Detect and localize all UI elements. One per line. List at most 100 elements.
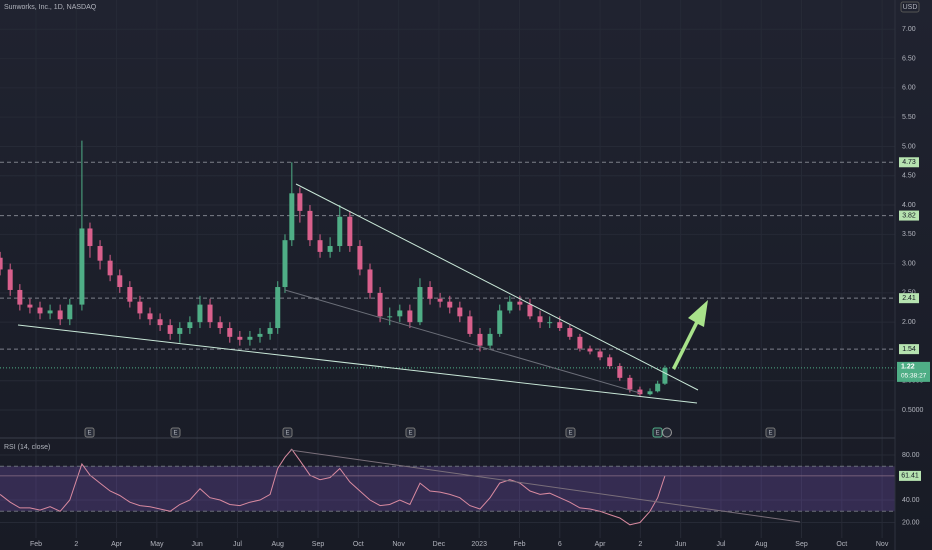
candle-body (647, 391, 653, 395)
earnings-icon[interactable] (565, 427, 576, 438)
candle-body (655, 383, 661, 392)
candle-body (517, 301, 523, 305)
earnings-icon[interactable] (405, 427, 416, 438)
x-tick-label: Nov (876, 541, 889, 548)
x-tick-label: Feb (513, 541, 525, 548)
candle-body (297, 193, 303, 211)
x-tick-label: Jun (675, 541, 686, 548)
rsi-last-box (899, 470, 921, 481)
candle-body (387, 316, 393, 318)
currency: USD (903, 4, 918, 11)
candle-body (147, 313, 153, 320)
x-tick-label: Oct (353, 541, 364, 548)
candle-body (97, 246, 103, 261)
earnings-icon[interactable] (765, 427, 776, 438)
candle-body (197, 304, 203, 323)
candle-body (317, 240, 323, 252)
candle-body (17, 289, 23, 305)
candle-body (207, 304, 213, 323)
candle-body (437, 298, 443, 302)
x-tick-label: Feb (30, 541, 42, 548)
candle-body (275, 287, 281, 329)
rsi-trendline (289, 449, 801, 523)
news-icon[interactable] (662, 427, 672, 438)
x-tick-label: Dec (433, 541, 446, 548)
candle-body (67, 304, 73, 320)
earnings-icon[interactable] (170, 427, 181, 438)
earnings-icon[interactable] (282, 427, 293, 438)
rsi-tick-label: 40.00 (902, 497, 920, 504)
inner-trendline (284, 289, 641, 394)
candle-body (307, 210, 313, 241)
earnings-label: E (87, 431, 91, 437)
y-tick-label: 3.50 (902, 231, 916, 238)
y-tick-label: 6.00 (902, 85, 916, 92)
candle-body (289, 193, 295, 241)
candle-body (187, 322, 193, 329)
candle-body (177, 328, 183, 334)
countdown: 05:38:27 (901, 373, 927, 380)
level-label: 2.41 (902, 295, 916, 302)
candle-body (417, 287, 423, 323)
candle-body (397, 310, 403, 317)
candle-body (577, 336, 583, 349)
candle-body (547, 322, 553, 324)
x-tick-label: Oct (836, 541, 847, 548)
chart-title: Sunworks, Inc., 1D, NASDAQ (4, 4, 97, 11)
lower-trendline (17, 324, 698, 404)
candle-body (357, 246, 363, 270)
candle-body (607, 357, 613, 367)
y-tick-label: 5.00 (902, 143, 916, 150)
candle-body (527, 304, 533, 317)
earnings-label: E (285, 431, 289, 437)
candle-body (79, 228, 85, 305)
earnings-icon[interactable] (84, 427, 95, 438)
candle-body (57, 310, 63, 320)
candle-body (447, 301, 453, 308)
candle-body (347, 216, 353, 247)
earnings-label: E (768, 431, 772, 437)
x-tick-label: Jul (233, 541, 242, 548)
candle-body (87, 228, 93, 247)
candle-body (7, 269, 13, 290)
candle-body (107, 260, 113, 276)
candle-body (267, 328, 273, 334)
x-tick-label: 2 (638, 541, 642, 548)
candle-body (477, 333, 483, 346)
x-tick-label: Nov (392, 541, 405, 548)
candle-body (427, 287, 433, 299)
x-tick-label: Aug (271, 541, 284, 548)
candle-body (167, 325, 173, 334)
x-tick-label: 2 (74, 541, 78, 548)
earnings-label: E (408, 431, 412, 437)
level-label-box (899, 293, 919, 304)
rsi-tick-label: 80.00 (902, 452, 920, 459)
y-tick-label: 5.50 (902, 114, 916, 121)
candle-body (457, 307, 463, 317)
rsi-line (0, 448, 666, 526)
last-price-label: 1.22 (901, 364, 915, 371)
x-tick-label: Apr (111, 541, 123, 548)
candle-body (597, 351, 603, 358)
candle-body (217, 322, 223, 329)
y-tick-label: 3.00 (902, 260, 916, 267)
candle-body (137, 301, 143, 314)
candle-body (487, 333, 493, 346)
y-tick-label: 0.5000 (902, 407, 924, 414)
x-tick-label: Aug (755, 541, 768, 548)
x-tick-label: May (150, 541, 164, 548)
rsi-band (0, 466, 895, 512)
last-price-box (897, 361, 930, 382)
candle-body (27, 304, 33, 308)
grid (0, 0, 895, 538)
earnings-markers: E E E E E E E (84, 427, 776, 438)
y-tick-label: 2.00 (902, 319, 916, 326)
x-tick-label: Sep (795, 541, 808, 548)
candle-body (0, 257, 3, 270)
candle-body (37, 307, 43, 314)
level-label-box (899, 344, 919, 355)
candle-body (117, 275, 123, 288)
rsi-last-label: 61.41 (901, 473, 919, 480)
level-label: 4.73 (902, 159, 916, 166)
x-tick-label: Jun (191, 541, 202, 548)
